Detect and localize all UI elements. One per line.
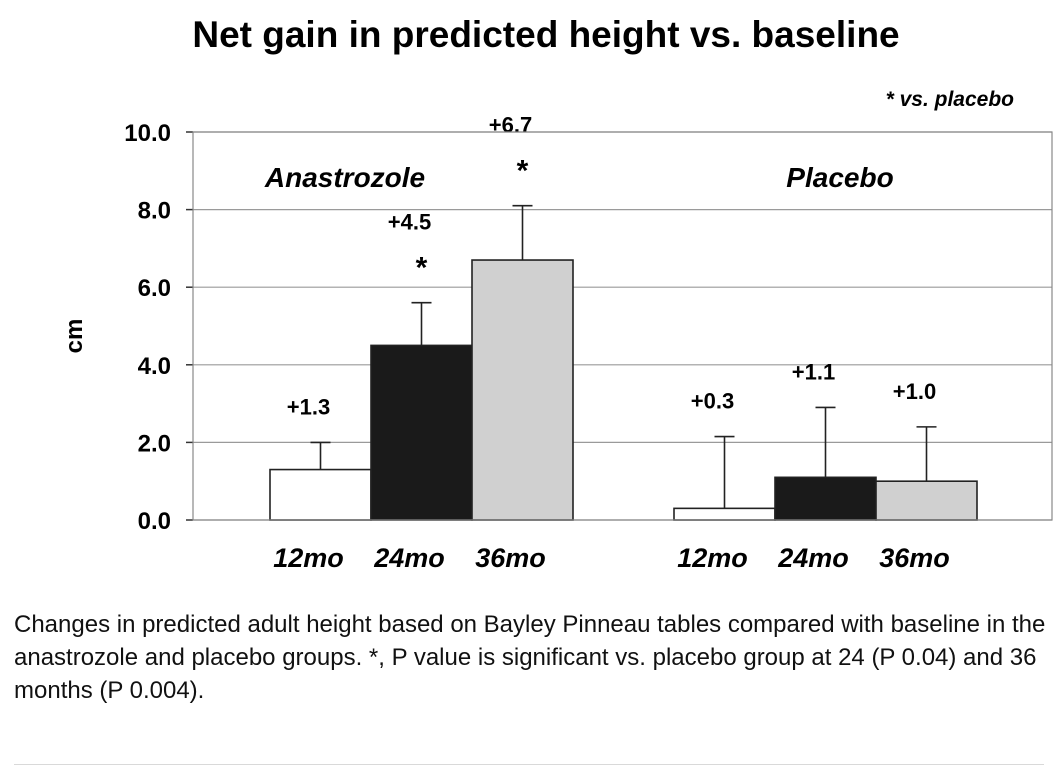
plot-area-frame	[192, 131, 1053, 521]
group-label: Anastrozole	[264, 162, 425, 193]
bar	[370, 344, 473, 521]
y-axis-label: cm	[61, 319, 88, 354]
x-category-label: 24mo	[777, 543, 849, 573]
significance-note: * vs. placebo	[886, 88, 1015, 111]
y-tick-label: 2.0	[138, 430, 171, 457]
x-category-label: 36mo	[475, 543, 546, 573]
y-axis-ticks: 0.0 2.0 4.0 6.0 8.0 10.0	[124, 120, 193, 535]
bar	[774, 476, 877, 521]
bar	[269, 468, 372, 521]
x-category-label: 12mo	[273, 543, 344, 573]
bars	[269, 204, 978, 521]
y-tick-label: 6.0	[138, 275, 171, 302]
significance-star: *	[517, 155, 529, 188]
y-tick-label: 8.0	[138, 198, 171, 225]
x-category-label: 12mo	[677, 543, 748, 573]
bar	[471, 259, 574, 521]
bar-chart: Net gain in predicted height vs. baselin…	[61, 14, 1053, 573]
y-tick-label: 10.0	[124, 120, 171, 147]
data-label: +4.5	[388, 210, 431, 235]
data-labels: Anastrozole 12mo +1.3 24mo * +4.5 36mo * +6.7 Pla…	[264, 113, 950, 573]
data-label: +1.1	[792, 359, 835, 384]
data-label: +1.3	[287, 394, 330, 419]
divider	[14, 764, 1044, 765]
bar	[875, 480, 978, 521]
data-label: +1.0	[893, 379, 936, 404]
y-tick-label: 4.0	[138, 353, 171, 380]
x-category-label: 36mo	[879, 543, 950, 573]
chart-title: Net gain in predicted height vs. baselin…	[192, 14, 899, 55]
data-label: +6.7	[489, 113, 532, 138]
data-label: +0.3	[691, 389, 734, 414]
group-label: Placebo	[786, 162, 893, 193]
bar	[673, 507, 776, 521]
figure-caption: Changes in predicted adult height based …	[14, 611, 1046, 704]
y-tick-label: 0.0	[138, 508, 171, 535]
significance-star: *	[416, 252, 428, 285]
x-category-label: 24mo	[373, 543, 445, 573]
